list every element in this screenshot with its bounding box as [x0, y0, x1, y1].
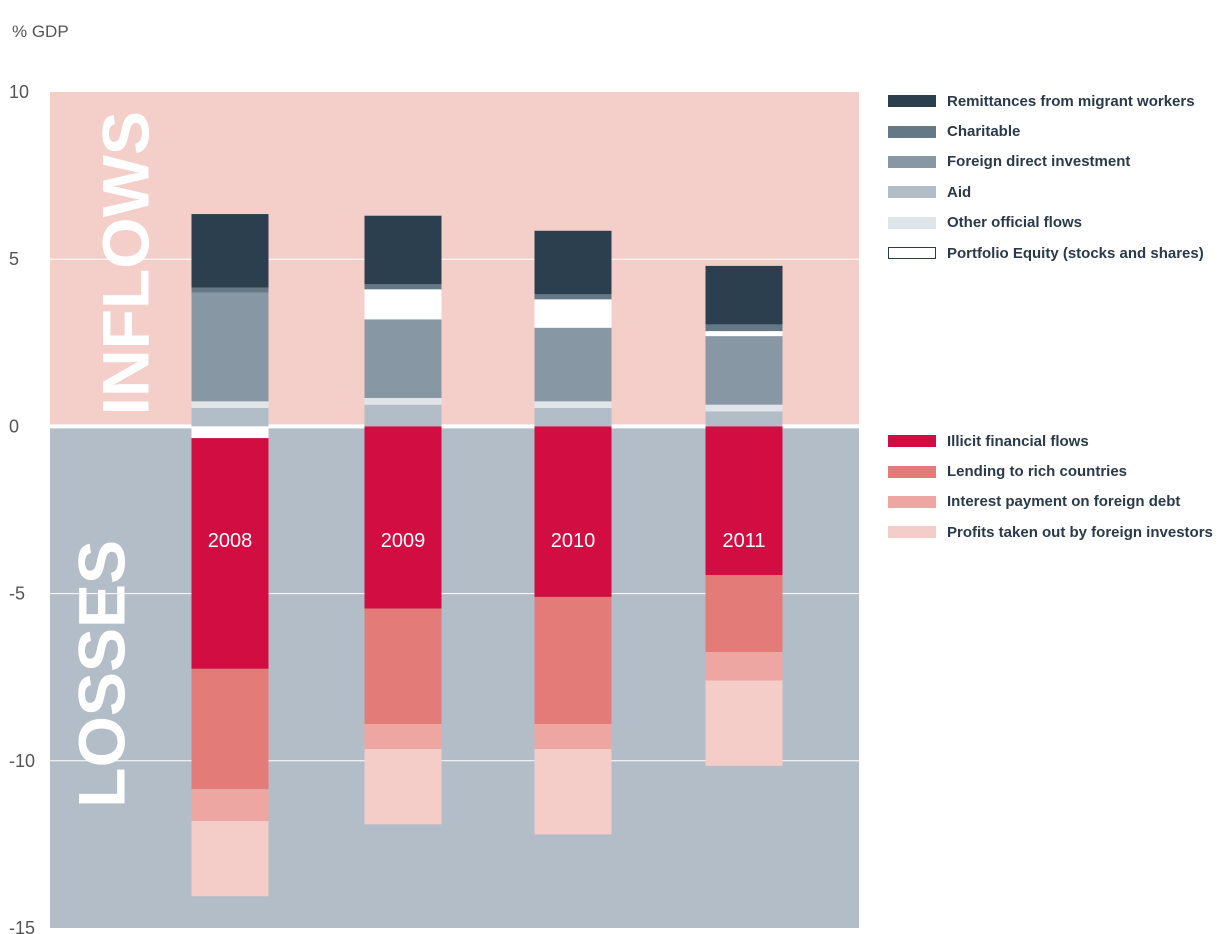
y-tick-label: 5 [9, 249, 19, 269]
bar-segment-lending-to-rich-countries [191, 668, 269, 790]
bar-segment-other-official-flows [364, 397, 442, 405]
bar-segment-illicit-financial-flows [705, 426, 783, 576]
bar-segment-charitable [364, 284, 442, 290]
bar-segment-other-official-flows [191, 401, 269, 409]
bar-segment-remittances-from-migrant-workers [705, 265, 783, 325]
bar-segment-aid [364, 404, 442, 427]
legend-label: Other official flows [947, 214, 1083, 232]
legend-swatch [888, 95, 936, 108]
year-label: 2008 [208, 530, 253, 552]
legend-swatch [888, 186, 936, 199]
bar-segment-other-official-flows [534, 401, 612, 409]
legend-label: Charitable [947, 123, 1021, 141]
bar-segment-profits-taken-out-by-foreign-investors [705, 680, 783, 766]
legend-swatch [888, 495, 936, 508]
bar-segment-profits-taken-out-by-foreign-investors [364, 749, 442, 825]
year-label: 2010 [551, 530, 596, 552]
legend-item-interest-payment-on-foreign-debt: Interest payment on foreign debt [888, 487, 1213, 517]
bar-segment-remittances-from-migrant-workers [534, 230, 612, 295]
bar-segment-aid [191, 408, 269, 427]
bar-segment-profits-taken-out-by-foreign-investors [191, 820, 269, 897]
bar-segment-lending-to-rich-countries [534, 596, 612, 725]
bar-segment-portfolio-equity-stocks-and-shares [534, 299, 612, 328]
y-tick-label: 10 [9, 82, 29, 102]
bar-segment-interest-payment-on-foreign-debt [191, 789, 269, 821]
legend-label: Foreign direct investment [947, 153, 1131, 171]
bar-segment-charitable [191, 287, 269, 293]
bar-segment-foreign-direct-investment [705, 336, 783, 405]
year-labels: 2008 2009 2010 2011 [208, 530, 766, 552]
bar-segment-foreign-direct-investment [534, 327, 612, 402]
legend-item-aid: Aid [888, 177, 1204, 207]
legend-label: Interest payment on foreign debt [947, 493, 1181, 511]
y-tick-label: -15 [9, 918, 35, 934]
bar-segment-remittances-from-migrant-workers [191, 214, 269, 288]
legend-label: Aid [947, 183, 972, 201]
legend-item-profits-taken-out-by-foreign-investors: Profits taken out by foreign investors [888, 517, 1213, 547]
y-axis-ticks: 10 5 0 -5 -10 -15 [9, 82, 35, 934]
bar-segment-portfolio-equity-stocks-and-shares [191, 426, 269, 439]
bar-segment-illicit-financial-flows [534, 426, 612, 597]
bar-segment-portfolio-equity-stocks-and-shares [364, 289, 442, 320]
legend-swatch [888, 125, 936, 138]
bar-segment-interest-payment-on-foreign-debt [705, 652, 783, 681]
legend-item-illicit-financial-flows: Illicit financial flows [888, 426, 1213, 456]
y-tick-label: -5 [9, 584, 25, 604]
losses-label: LOSSES [64, 540, 138, 808]
legend-swatch [888, 435, 936, 448]
legend-losses: Illicit financial flows Lending to rich c… [888, 426, 1213, 548]
legend-item-other-official-flows: Other official flows [888, 208, 1204, 238]
legend-item-charitable: Charitable [888, 116, 1204, 146]
legend-inflows: Remittances from migrant workers Charitab… [888, 86, 1204, 268]
legend-label: Portfolio Equity (stocks and shares) [947, 244, 1204, 262]
bar-segment-interest-payment-on-foreign-debt [534, 724, 612, 750]
bar-segment-aid [705, 411, 783, 427]
bar-segment-interest-payment-on-foreign-debt [364, 724, 442, 750]
legend-swatch [888, 465, 936, 478]
legend-swatch [888, 216, 936, 229]
bar-segment-aid [534, 408, 612, 427]
year-label: 2011 [722, 530, 765, 552]
bar-segment-remittances-from-migrant-workers [364, 215, 442, 285]
bar-segment-other-official-flows [705, 404, 783, 412]
bars [191, 214, 783, 897]
legend-item-remittances-from-migrant-workers: Remittances from migrant workers [888, 86, 1204, 116]
bar-segment-charitable [534, 294, 612, 300]
y-tick-label: -10 [9, 751, 35, 771]
legend-swatch [888, 526, 936, 539]
legend-label: Lending to rich countries [947, 463, 1128, 481]
legend-item-foreign-direct-investment: Foreign direct investment [888, 147, 1204, 177]
y-tick-label: 0 [9, 416, 19, 436]
y-axis-label: % GDP [12, 22, 69, 41]
inflows-label: INFLOWS [88, 111, 162, 415]
bar-segment-profits-taken-out-by-foreign-investors [534, 749, 612, 835]
legend-label: Remittances from migrant workers [947, 92, 1195, 110]
bar-segment-illicit-financial-flows [191, 438, 269, 669]
legend-item-portfolio-equity-stocks-and-shares: Portfolio Equity (stocks and shares) [888, 238, 1204, 268]
bar-segment-portfolio-equity-stocks-and-shares [705, 331, 783, 337]
bar-segment-lending-to-rich-countries [705, 575, 783, 653]
legend-swatch [888, 155, 936, 168]
bar-segment-illicit-financial-flows [364, 426, 442, 609]
legend-label: Profits taken out by foreign investors [947, 523, 1213, 541]
bar-segment-charitable [705, 324, 783, 332]
legend-swatch [888, 247, 936, 260]
bar-segment-foreign-direct-investment [364, 319, 442, 398]
year-label: 2009 [381, 530, 426, 552]
bar-segment-lending-to-rich-countries [364, 608, 442, 725]
bar-segment-foreign-direct-investment [191, 292, 269, 402]
legend-item-lending-to-rich-countries: Lending to rich countries [888, 456, 1213, 486]
legend-label: Illicit financial flows [947, 432, 1089, 450]
